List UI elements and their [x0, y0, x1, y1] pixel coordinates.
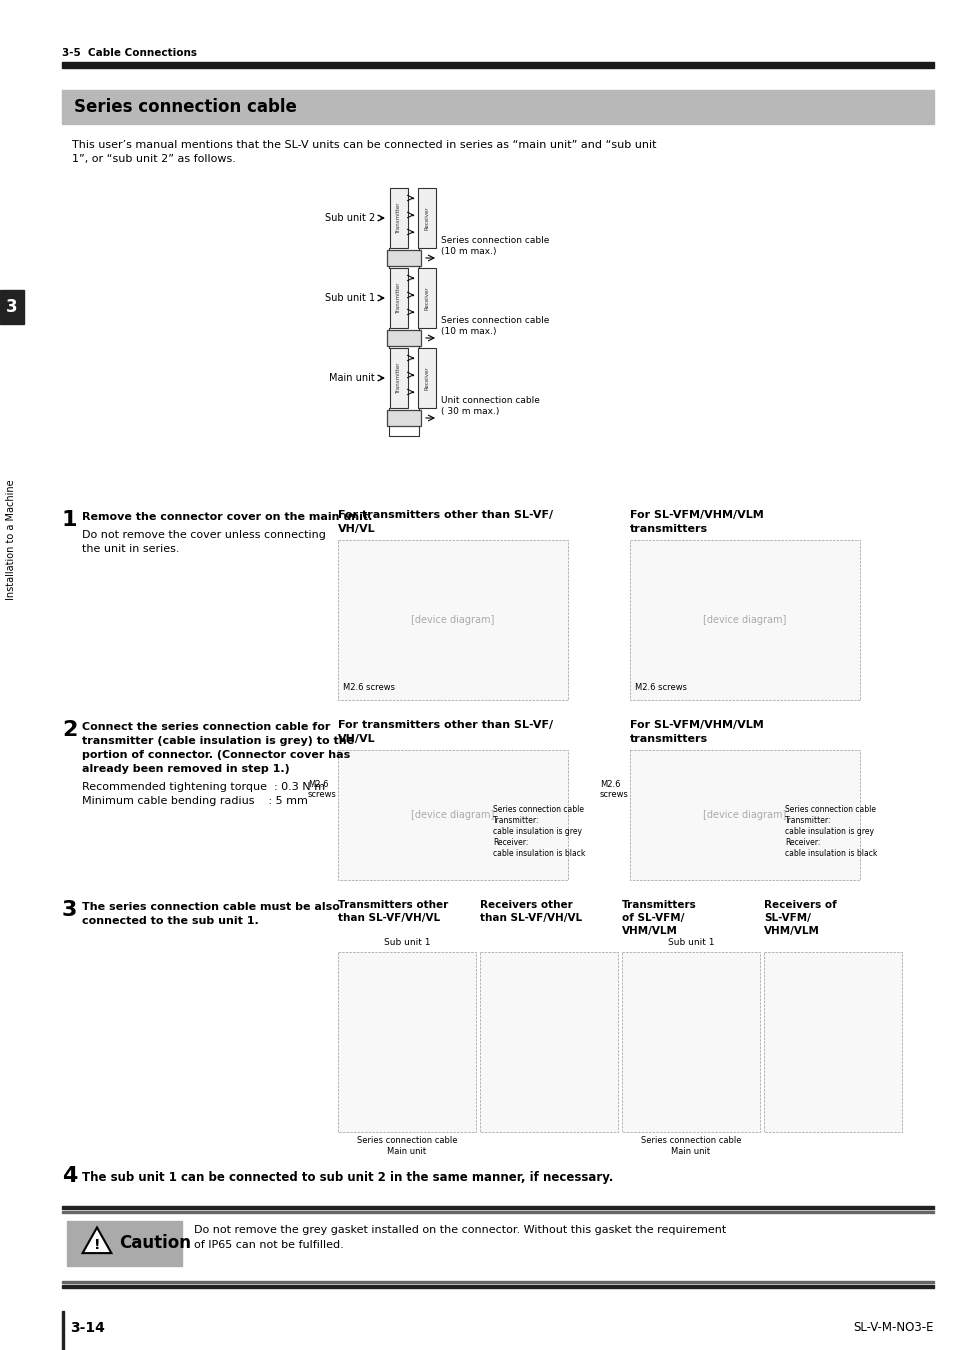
Text: Receivers of: Receivers of [763, 900, 836, 910]
Text: The sub unit 1 can be connected to sub unit 2 in the same manner, if necessary.: The sub unit 1 can be connected to sub u… [82, 1170, 613, 1184]
Text: Transmitter: Transmitter [396, 202, 401, 234]
Text: 3-5  Cable Connections: 3-5 Cable Connections [62, 49, 196, 58]
Text: Series connection cable: Series connection cable [74, 99, 296, 116]
Bar [62, 62, 933, 68]
Bar [629, 751, 859, 880]
Bar [62, 1206, 933, 1210]
Bar [0, 290, 24, 324]
Text: Main unit: Main unit [329, 373, 375, 383]
Text: [device diagram]: [device diagram] [702, 616, 786, 625]
Text: the unit in series.: the unit in series. [82, 544, 179, 554]
Bar [62, 90, 933, 124]
Text: Series connection cable
(10 m max.): Series connection cable (10 m max.) [440, 316, 549, 336]
Bar [390, 348, 408, 408]
Text: Transmitter: Transmitter [396, 362, 401, 394]
Text: M2.6
screws: M2.6 screws [599, 780, 628, 799]
Text: Receiver: Receiver [424, 286, 429, 309]
Text: M2.6 screws: M2.6 screws [635, 683, 686, 693]
Bar [417, 188, 436, 248]
Bar [621, 952, 760, 1133]
Text: already been removed in step 1.): already been removed in step 1.) [82, 764, 290, 774]
Text: Transmitters other: Transmitters other [337, 900, 448, 910]
Bar [479, 952, 618, 1133]
Text: Caution: Caution [119, 1234, 191, 1253]
Text: Series connection cable
Transmitter:
cable insulation is grey
Receiver:
cable in: Series connection cable Transmitter: cab… [784, 805, 877, 859]
Text: VH/VL: VH/VL [337, 524, 375, 535]
Text: [device diagram]: [device diagram] [702, 810, 786, 819]
Text: than SL-VF/VH/VL: than SL-VF/VH/VL [337, 913, 439, 923]
Text: 3: 3 [62, 900, 77, 919]
Text: 3-14: 3-14 [70, 1322, 105, 1335]
Text: 4: 4 [62, 1166, 77, 1187]
Text: 1: 1 [62, 510, 77, 531]
Text: This user’s manual mentions that the SL-V units can be connected in series as “m: This user’s manual mentions that the SL-… [71, 140, 656, 163]
Text: Sub unit 1: Sub unit 1 [667, 938, 714, 946]
Bar [387, 329, 420, 346]
Text: Sub unit 1: Sub unit 1 [383, 938, 430, 946]
Bar [62, 1211, 933, 1212]
Text: Series connection cable
Transmitter:
cable insulation is grey
Receiver:
cable in: Series connection cable Transmitter: cab… [493, 805, 585, 859]
Text: Receivers other: Receivers other [479, 900, 572, 910]
Text: Minimum cable bending radius    : 5 mm: Minimum cable bending radius : 5 mm [82, 796, 308, 806]
Text: portion of connector. (Connector cover has: portion of connector. (Connector cover h… [82, 751, 350, 760]
Text: Series connection cable: Series connection cable [356, 1135, 456, 1145]
Bar [417, 348, 436, 408]
Text: For SL-VFM/VHM/VLM: For SL-VFM/VHM/VLM [629, 510, 763, 520]
Text: Receiver: Receiver [424, 366, 429, 390]
Text: M2.6 screws: M2.6 screws [343, 683, 395, 693]
Text: Sub unit 2: Sub unit 2 [324, 213, 375, 223]
Text: !: ! [93, 1238, 100, 1251]
Bar [337, 952, 476, 1133]
Text: [device diagram]: [device diagram] [411, 810, 495, 819]
Bar [629, 540, 859, 701]
Text: connected to the sub unit 1.: connected to the sub unit 1. [82, 917, 258, 926]
Text: M2.6
screws: M2.6 screws [308, 780, 336, 799]
Polygon shape [83, 1227, 112, 1253]
Text: Main unit: Main unit [387, 1148, 426, 1156]
Text: SL-VFM/: SL-VFM/ [763, 913, 810, 923]
Text: Series connection cable
(10 m max.): Series connection cable (10 m max.) [440, 236, 549, 256]
Text: Sub unit 1: Sub unit 1 [325, 293, 375, 302]
Text: For transmitters other than SL-VF/: For transmitters other than SL-VF/ [337, 510, 553, 520]
Text: than SL-VF/VH/VL: than SL-VF/VH/VL [479, 913, 581, 923]
Text: Do not remove the grey gasket installed on the connector. Without this gasket th: Do not remove the grey gasket installed … [193, 1224, 725, 1250]
Bar [62, 1285, 933, 1288]
Bar [62, 1281, 933, 1282]
Bar [763, 952, 901, 1133]
Text: Receiver: Receiver [424, 207, 429, 230]
Text: Remove the connector cover on the main unit.: Remove the connector cover on the main u… [82, 512, 372, 522]
Bar [67, 1220, 182, 1266]
Text: transmitters: transmitters [629, 734, 707, 744]
Text: transmitter (cable insulation is grey) to the: transmitter (cable insulation is grey) t… [82, 736, 354, 747]
Text: Main unit: Main unit [671, 1148, 710, 1156]
Bar [390, 269, 408, 328]
Text: Recommended tightening torque  : 0.3 N·m: Recommended tightening torque : 0.3 N·m [82, 782, 325, 792]
Text: Installation to a Machine: Installation to a Machine [6, 479, 16, 601]
Text: transmitters: transmitters [629, 524, 707, 535]
Text: VHM/VLM: VHM/VLM [763, 926, 819, 936]
Text: Transmitter: Transmitter [396, 282, 401, 313]
Text: 2: 2 [62, 720, 77, 740]
Text: Unit connection cable
( 30 m max.): Unit connection cable ( 30 m max.) [440, 396, 539, 416]
Bar [390, 188, 408, 248]
Text: VHM/VLM: VHM/VLM [621, 926, 678, 936]
Bar [387, 410, 420, 427]
Bar [337, 540, 567, 701]
Text: SL-V-M-NO3-E: SL-V-M-NO3-E [853, 1322, 933, 1334]
Text: For transmitters other than SL-VF/: For transmitters other than SL-VF/ [337, 720, 553, 730]
Bar [417, 269, 436, 328]
Text: Connect the series connection cable for: Connect the series connection cable for [82, 722, 330, 732]
Bar [62, 1311, 64, 1350]
Bar [337, 751, 567, 880]
Bar [387, 250, 420, 266]
Text: 3: 3 [6, 298, 18, 316]
Text: [device diagram]: [device diagram] [411, 616, 495, 625]
Text: For SL-VFM/VHM/VLM: For SL-VFM/VHM/VLM [629, 720, 763, 730]
Text: VH/VL: VH/VL [337, 734, 375, 744]
Text: Do not remove the cover unless connecting: Do not remove the cover unless connectin… [82, 531, 326, 540]
Text: Transmitters: Transmitters [621, 900, 696, 910]
Text: of SL-VFM/: of SL-VFM/ [621, 913, 683, 923]
Text: Series connection cable: Series connection cable [640, 1135, 740, 1145]
Text: The series connection cable must be also: The series connection cable must be also [82, 902, 339, 913]
